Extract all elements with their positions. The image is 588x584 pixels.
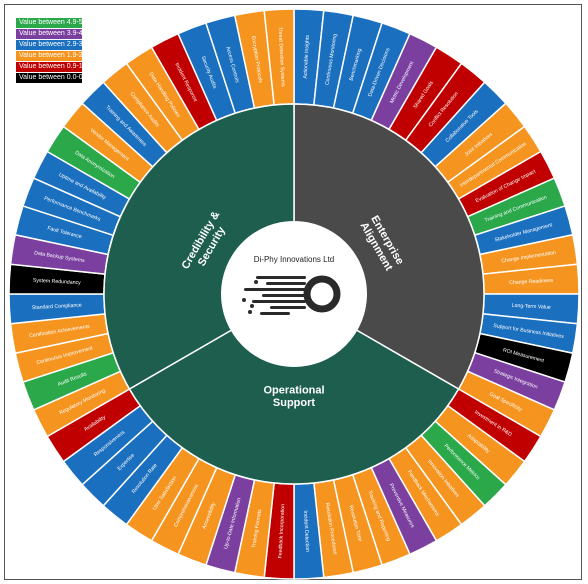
item-label: Actionable Insights <box>303 35 311 79</box>
item-label: System Redundancy <box>33 278 82 287</box>
category-label: Operational Support <box>263 385 324 410</box>
item-label: Change Readiness <box>509 278 554 286</box>
legend-item: Value between 0.9-1.8 <box>16 62 89 72</box>
legend-item: Value between 2.9-3.8 <box>16 40 89 50</box>
item-label: Long-Term Value <box>511 303 550 311</box>
center-hub: Di-Phy Innovations Ltd <box>221 221 367 367</box>
legend-item: Value between 4.9-5.0 <box>16 18 89 28</box>
center-title: Di-Phy Innovations Ltd <box>254 255 335 264</box>
legend-item: Value between 0.0-0.8 <box>16 73 89 83</box>
legend-item: Value between 1.9-2.8 <box>16 51 89 61</box>
legend: Value between 4.9-5.0 Value between 3.9-4… <box>16 18 89 84</box>
company-logo <box>242 275 341 315</box>
item-label: Incident Detection <box>302 510 310 552</box>
ring-outer-items: Actionable Insights Continuous Monitoring… <box>8 8 580 580</box>
item-label: Threat Detection Systems <box>277 27 286 87</box>
legend-item: Value between 3.9-4.8 <box>16 29 89 39</box>
item-label: Feedback Incorporation <box>278 504 287 559</box>
item-label: Standard Compliance <box>32 302 82 311</box>
